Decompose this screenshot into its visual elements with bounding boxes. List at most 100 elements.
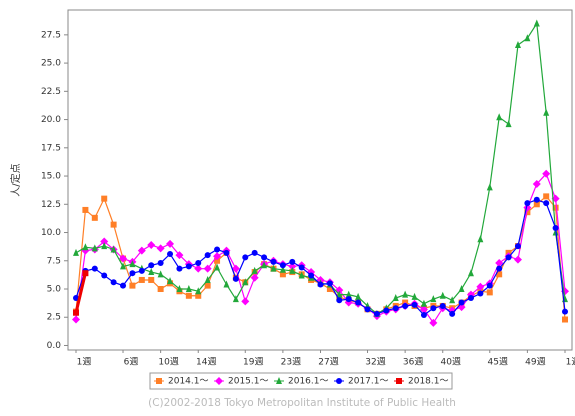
series-line (74, 272, 87, 314)
point (383, 307, 390, 314)
point (532, 179, 541, 188)
point (279, 271, 286, 278)
y-tick-label: 20.0 (41, 115, 61, 125)
point (439, 291, 446, 299)
legend-label: 2016.1～ (288, 377, 329, 387)
legend-marker (336, 378, 342, 384)
point (73, 295, 79, 302)
point (110, 221, 117, 228)
point (195, 260, 202, 267)
point (100, 237, 109, 246)
point (514, 41, 521, 49)
point (203, 264, 212, 273)
point (195, 292, 202, 299)
footer: (C)2002-2018 Tokyo Metropolitan Institut… (148, 397, 456, 409)
point (392, 294, 399, 302)
point (279, 265, 286, 273)
point (148, 268, 155, 276)
point (543, 193, 550, 200)
point (91, 244, 98, 252)
point (364, 306, 371, 313)
point (119, 254, 128, 263)
point (402, 290, 409, 298)
legend-marker (215, 377, 223, 385)
point (101, 242, 108, 250)
legend-label: 2017.1～ (348, 377, 389, 387)
point (345, 290, 352, 298)
point (420, 299, 427, 307)
point (477, 235, 484, 243)
point (120, 262, 127, 270)
y-tick-label: 17.5 (41, 143, 61, 153)
point (157, 260, 164, 267)
point (449, 296, 456, 304)
y-tick-label: 27.5 (41, 30, 61, 40)
point (308, 272, 315, 279)
legend-marker (276, 377, 282, 384)
x-tick-label: 1週 (77, 357, 92, 368)
legend-label: 2018.1～ (408, 377, 449, 387)
point (194, 264, 203, 273)
point (147, 240, 156, 249)
point (148, 276, 155, 283)
y-tick-label: 0.0 (47, 341, 62, 351)
y-tick-label: 10.0 (41, 228, 61, 238)
y-axis-label: 人/定点 (9, 163, 22, 196)
point (505, 120, 512, 128)
point (242, 278, 249, 286)
y-tick-label: 7.5 (47, 256, 61, 266)
point (73, 248, 79, 256)
legend-frame (149, 372, 453, 390)
point (496, 271, 503, 278)
point (204, 275, 211, 283)
point (214, 257, 221, 264)
x-tick-label: 6週 (124, 357, 139, 368)
point (411, 301, 418, 308)
point (336, 290, 343, 298)
point (336, 297, 343, 304)
point (91, 214, 98, 221)
point (110, 245, 117, 253)
point (562, 316, 568, 323)
point (326, 286, 333, 293)
point (430, 305, 437, 312)
point (543, 200, 550, 207)
point (250, 273, 259, 282)
point (486, 282, 493, 289)
point (231, 264, 240, 273)
point (167, 250, 174, 257)
point (476, 282, 485, 291)
x-tick-label: 36週 (403, 357, 423, 368)
point (533, 201, 540, 208)
point (232, 275, 239, 282)
point (261, 261, 268, 269)
point (137, 246, 146, 255)
point (232, 295, 239, 303)
point (289, 258, 296, 265)
point (270, 264, 277, 272)
point (129, 260, 136, 268)
point (242, 254, 249, 261)
point (157, 286, 164, 293)
point (270, 258, 277, 265)
point (214, 246, 221, 253)
point (72, 315, 80, 324)
point (101, 272, 108, 279)
point (129, 270, 136, 277)
point (420, 311, 427, 318)
point (279, 262, 286, 269)
point (82, 206, 89, 213)
point (458, 285, 465, 293)
x-tick-label: 1週 (566, 357, 575, 368)
x-tick-label: 45週 (488, 357, 508, 368)
point (430, 295, 437, 303)
point (355, 292, 362, 300)
point (82, 270, 89, 277)
y-tick-label: 5.0 (47, 285, 62, 295)
point (129, 282, 136, 289)
point (543, 108, 550, 116)
point (167, 277, 174, 285)
point (148, 262, 155, 269)
